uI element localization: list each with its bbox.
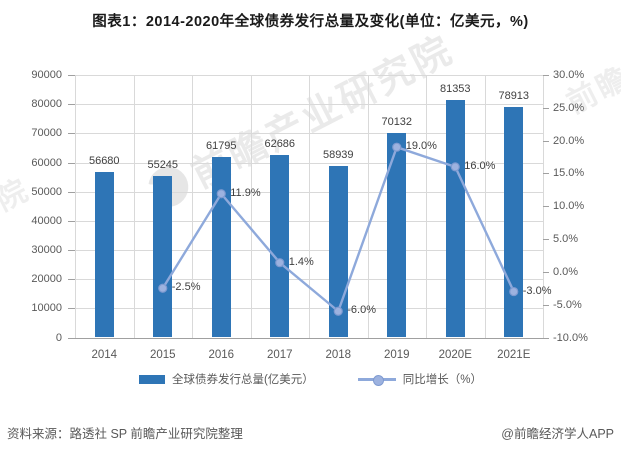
- right-axis-tick: [543, 75, 549, 76]
- bar-value-label: 70132: [381, 115, 413, 128]
- left-axis-tick: [68, 162, 75, 164]
- vertical-gridline: [309, 75, 310, 338]
- line-series-swatch-icon: [357, 374, 396, 386]
- footer: 资料来源：路透社 SP 前瞻产业研究院整理 @前瞻经济学人APP: [0, 423, 621, 442]
- x-axis-category-label: 2021E: [497, 349, 531, 361]
- source-note: 资料来源：路透社 SP 前瞻产业研究院整理: [7, 427, 243, 441]
- right-axis-tick: [543, 304, 549, 306]
- x-axis-category-label: 2014: [91, 349, 118, 361]
- x-axis-category-label: 2016: [208, 349, 235, 361]
- left-axis-tick-label: 90000: [31, 69, 62, 81]
- vertical-gridline: [426, 75, 427, 338]
- right-axis-tick: [543, 107, 549, 109]
- x-axis-line: [75, 337, 543, 339]
- bar-2018: [328, 165, 348, 338]
- right-axis-tick-label: 15.0%: [553, 167, 585, 180]
- right-axis-tick: [543, 140, 549, 142]
- line-value-label: -3.0%: [522, 284, 552, 297]
- horizontal-gridline: [75, 75, 543, 76]
- horizontal-gridline: [75, 308, 543, 310]
- bar-2021E: [504, 107, 524, 338]
- left-axis-tick: [68, 337, 75, 339]
- right-axis-tick-label: 10.0%: [553, 200, 585, 213]
- left-axis-tick-label: 30000: [31, 244, 62, 256]
- left-axis-tick: [68, 220, 75, 222]
- right-axis-tick-label: 25.0%: [553, 101, 585, 114]
- bar-value-label: 62686: [264, 137, 296, 150]
- bar-value-label: 55245: [147, 159, 179, 172]
- left-axis-tick: [68, 75, 75, 76]
- left-axis-tick: [68, 133, 75, 135]
- chart-title: 图表1：2014-2020年全球债券发行总量及变化(单位：亿美元，%): [92, 14, 529, 30]
- bar-value-label: 58939: [322, 148, 354, 161]
- left-axis-tick-label: 0: [55, 331, 62, 344]
- bar-2020E: [445, 100, 465, 338]
- legend: 全球债券发行总量(亿美元） 同比增长（%）: [0, 371, 621, 387]
- left-axis-tick: [68, 191, 75, 193]
- x-axis-category-label: 2015: [149, 349, 176, 361]
- right-axis-tick: [543, 239, 549, 241]
- left-axis-tick-label: 40000: [31, 214, 62, 227]
- line-value-label: -6.0%: [347, 304, 376, 317]
- bar-2015: [153, 176, 173, 338]
- line-value-label: 1.4%: [288, 255, 314, 268]
- right-axis-tick-label: 5.0%: [553, 233, 579, 246]
- left-axis-tick: [68, 308, 75, 310]
- left-axis-tick-label: 10000: [31, 302, 62, 315]
- line-value-label: -2.5%: [171, 281, 201, 294]
- vertical-gridline: [367, 75, 369, 338]
- right-axis-tick: [543, 337, 549, 339]
- left-axis-tick-label: 20000: [31, 273, 62, 286]
- left-axis-tick-label: 80000: [31, 98, 62, 111]
- line-value-label: 19.0%: [405, 140, 437, 153]
- bar-2019: [387, 132, 407, 338]
- left-axis-tick-label: 60000: [31, 156, 62, 169]
- horizontal-gridline: [75, 250, 543, 251]
- x-axis-category-label: 2018: [325, 349, 352, 361]
- legend-item-bar-series: 全球债券发行总量(亿美元）: [138, 371, 314, 387]
- bar-2017: [270, 154, 290, 338]
- right-axis-tick: [543, 173, 549, 175]
- legend-label-line-series: 同比增长（%）: [402, 374, 483, 386]
- right-axis-tick-label: -10.0%: [553, 331, 588, 344]
- left-axis-tick-label: 70000: [31, 127, 62, 140]
- x-axis-category-label: 2019: [383, 349, 410, 361]
- horizontal-gridline: [75, 104, 543, 106]
- legend-item-line-series: 同比增长（%）: [357, 371, 483, 387]
- right-axis-tick-label: 30.0%: [553, 69, 585, 81]
- horizontal-gridline: [75, 191, 543, 193]
- bar-value-label: 61795: [205, 140, 237, 153]
- vertical-gridline: [192, 75, 193, 338]
- vertical-gridline: [484, 75, 486, 338]
- right-axis-tick: [543, 271, 549, 273]
- left-axis-tick: [68, 104, 75, 106]
- horizontal-gridline: [75, 220, 543, 222]
- left-axis-tick-label: 50000: [31, 185, 62, 198]
- left-axis-tick: [68, 279, 75, 281]
- horizontal-gridline: [75, 133, 543, 135]
- left-axis-tick: [68, 250, 75, 251]
- line-value-label: 11.9%: [230, 186, 261, 199]
- brand-note: @前瞻经济学人APP: [501, 427, 614, 441]
- bar-2014: [94, 172, 114, 338]
- x-axis-category-label: 2020E: [438, 349, 472, 361]
- right-axis-tick-label: 0.0%: [553, 265, 579, 278]
- vertical-gridline: [133, 75, 135, 338]
- line-value-label: 16.0%: [464, 159, 496, 172]
- legend-label-bar-series: 全球债券发行总量(亿美元）: [171, 374, 314, 386]
- horizontal-gridline: [75, 279, 543, 281]
- bar-2016: [211, 157, 231, 338]
- bar-value-label: 81353: [439, 83, 471, 96]
- right-axis-tick-label: 20.0%: [553, 134, 585, 147]
- vertical-gridline: [250, 75, 252, 338]
- right-axis-tick-label: -5.0%: [553, 298, 582, 311]
- vertical-gridline: [75, 75, 76, 338]
- bar-value-label: 56680: [88, 155, 120, 168]
- right-axis-tick: [543, 206, 549, 208]
- bar-series-swatch-icon: [138, 374, 165, 384]
- x-axis-category-label: 2017: [266, 349, 293, 361]
- bar-value-label: 78913: [498, 90, 530, 103]
